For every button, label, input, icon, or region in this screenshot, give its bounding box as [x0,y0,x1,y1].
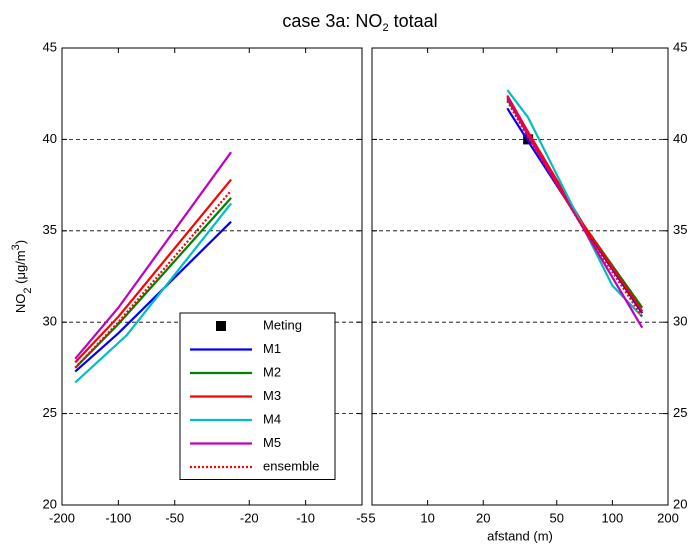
x-tick-label: 10 [420,510,434,525]
x-axis-label: afstand (m) [487,528,553,543]
figure-title-part: case 3a: NO [282,11,382,31]
figure-title-part: totaal [389,11,438,31]
figure-title: case 3a: NO2 totaal [282,11,437,34]
x-tick-label: -200 [49,510,75,525]
figure: case 3a: NO2 totaal 20 25 30 35 40 45 -200 -100 -… [0,0,689,546]
y-tick-label: 25 [673,405,687,420]
legend-label: M1 [263,341,281,356]
x-tick-label: 5 [368,510,375,525]
x-tick-label: -10 [296,510,315,525]
legend-label: Meting [263,317,302,332]
y-tick-label: 30 [673,314,687,329]
y-tick-label: 35 [673,222,687,237]
y-tick-label: 20 [43,496,57,511]
y-axis-label-part: ) [13,240,28,244]
y-tick-label: 30 [43,314,57,329]
x-tick-label: -50 [165,510,184,525]
x-tick-label: -5 [356,510,368,525]
x-tick-label: 200 [657,510,679,525]
legend-label: ensemble [263,458,319,473]
y-axis-label: NO2 (μg/m3) [10,240,34,313]
y-tick-label: 25 [43,405,57,420]
x-tick-label: 50 [550,510,564,525]
y-axis-label-part: NO [13,294,28,314]
y-tick-label: 20 [673,496,687,511]
y-tick-label: 40 [673,131,687,146]
x-tick-label: -20 [240,510,259,525]
legend-marker [216,321,226,331]
y-axis-label-part: (μg/m [13,250,28,287]
y-tick-label: 45 [673,39,687,54]
x-tick-label: 20 [476,510,490,525]
y-tick-label: 40 [43,131,57,146]
x-tick-label: 100 [602,510,624,525]
y-tick-label: 35 [43,222,57,237]
y-tick-label: 45 [43,39,57,54]
legend-label: M4 [263,411,281,426]
x-tick-label: -100 [105,510,131,525]
legend-label: M3 [263,388,281,403]
legend-label: M2 [263,364,281,379]
legend-label: M5 [263,435,281,450]
